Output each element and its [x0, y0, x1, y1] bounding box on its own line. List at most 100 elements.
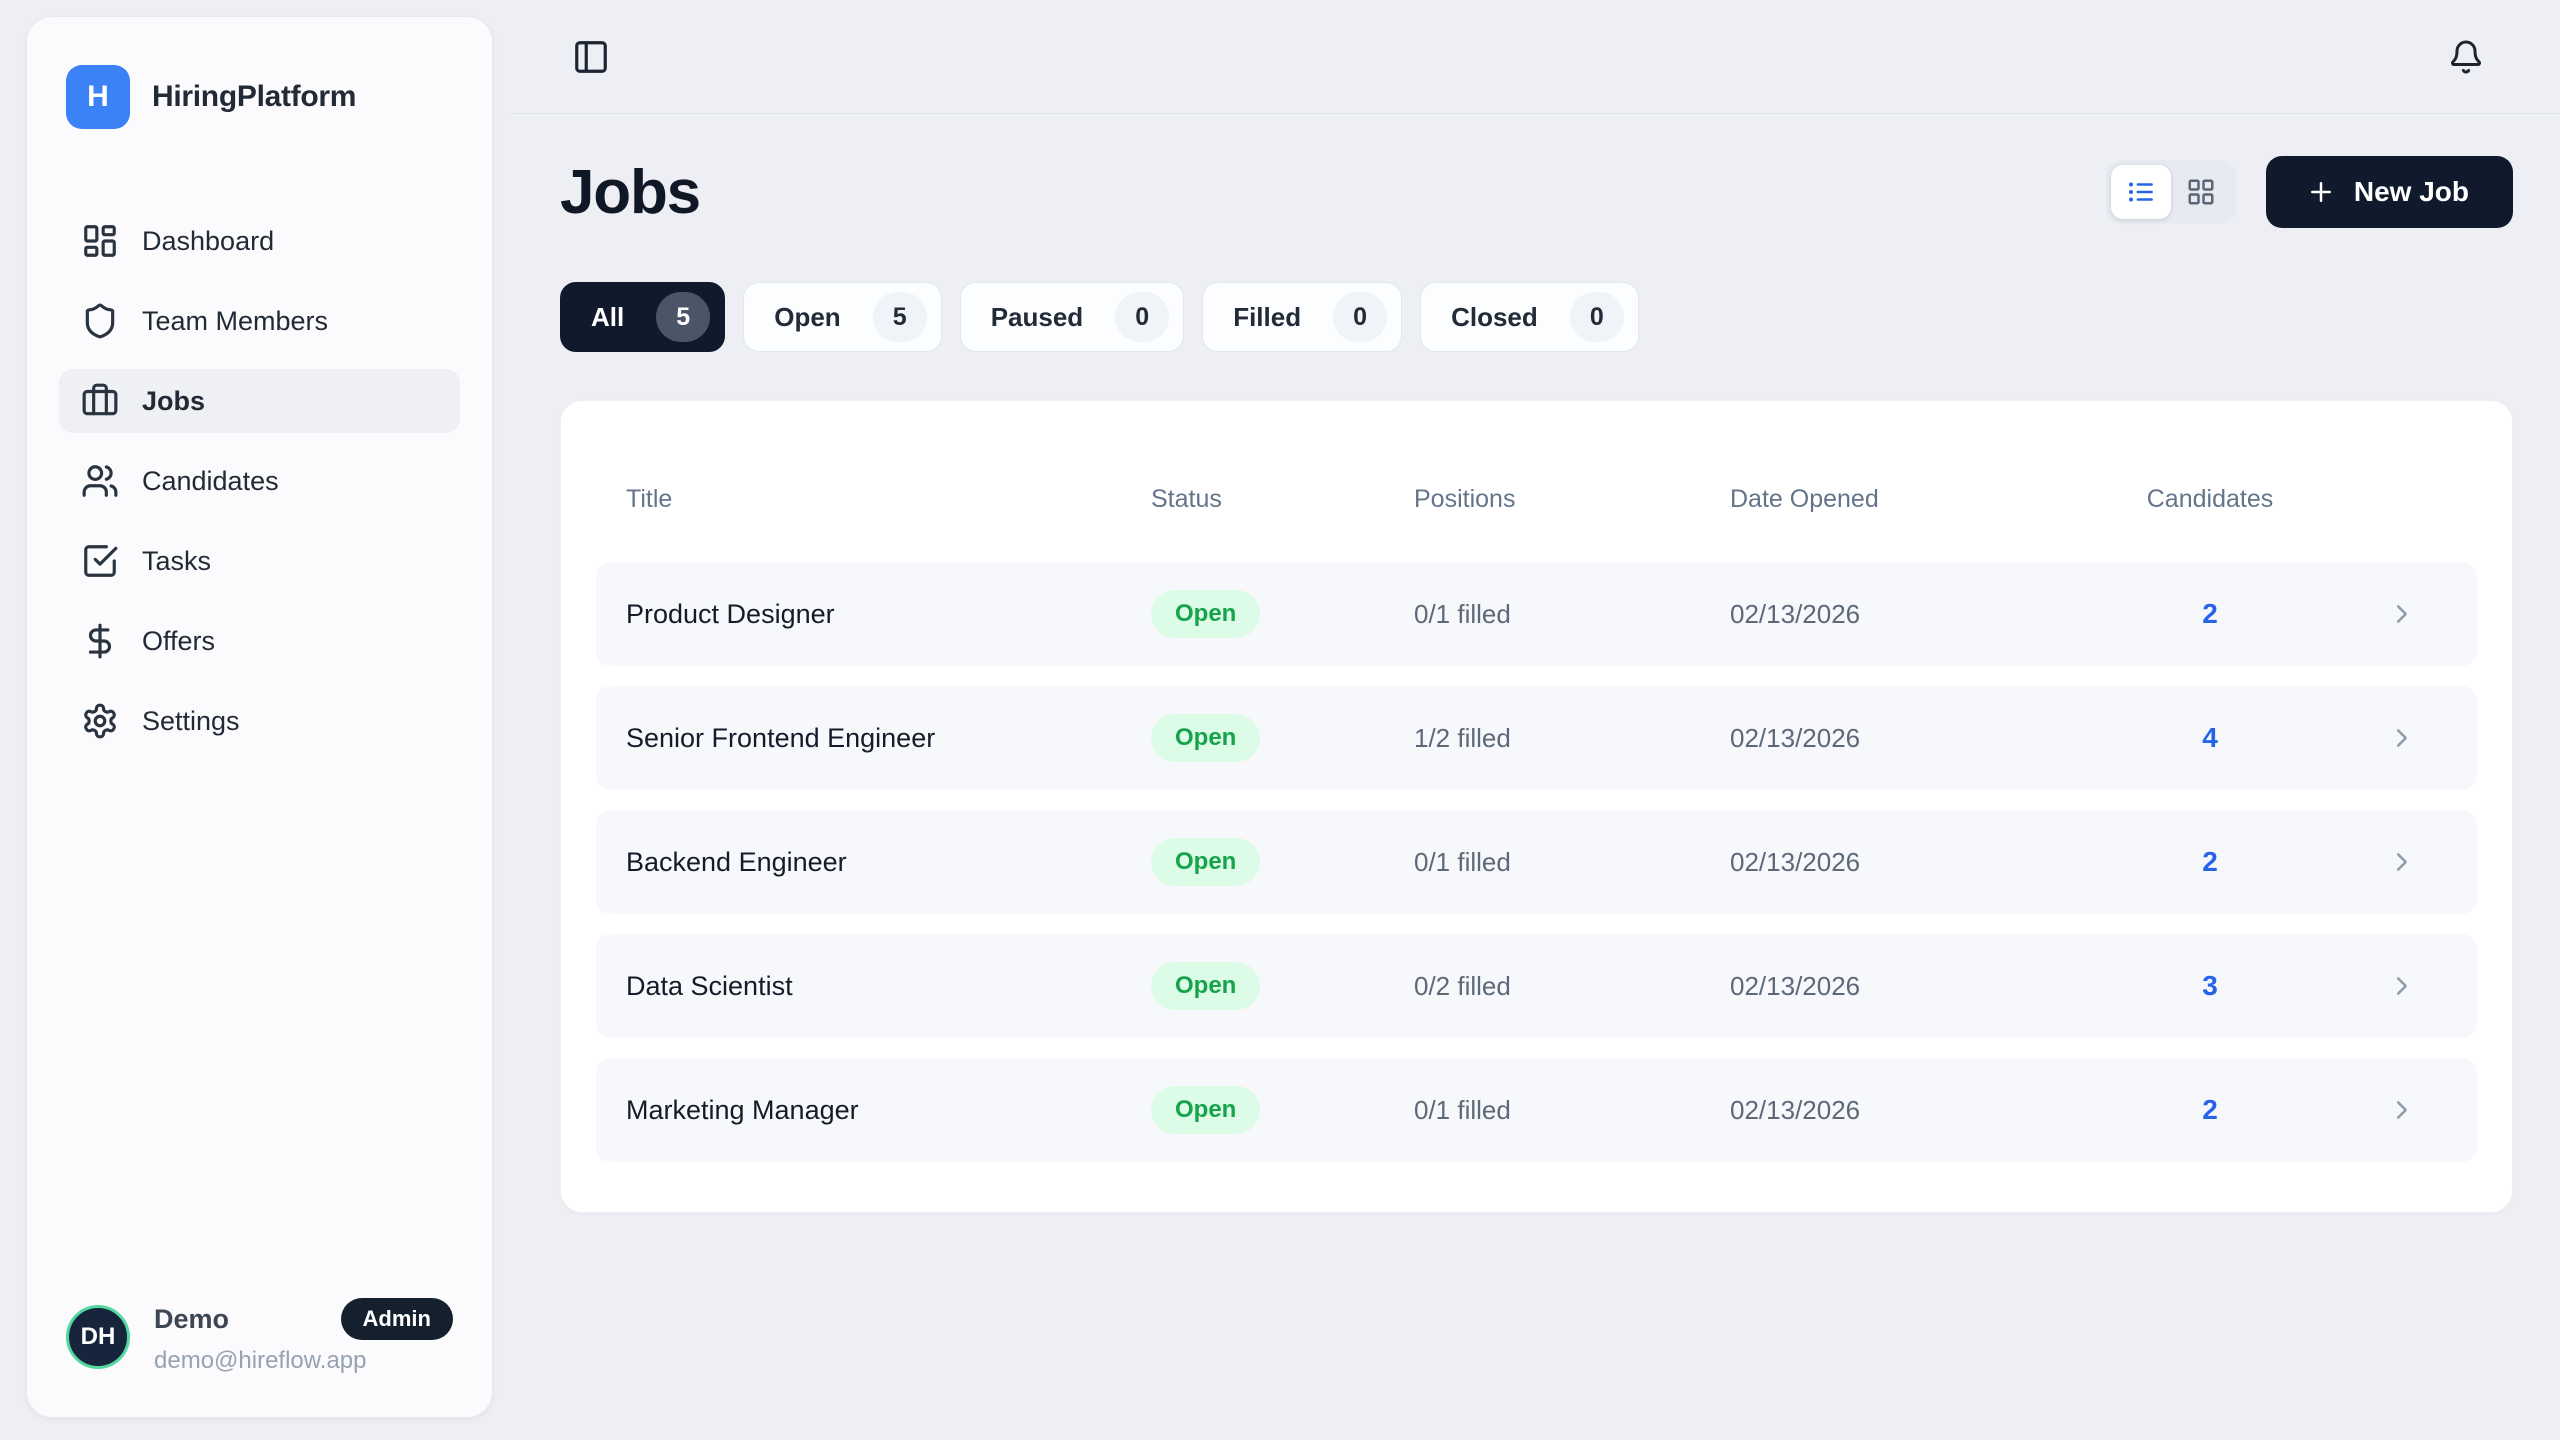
dashboard-icon [81, 222, 119, 260]
filter-tab-count: 0 [1115, 292, 1170, 342]
plus-icon [2306, 177, 2336, 207]
job-positions: 0/1 filled [1414, 846, 1511, 877]
sidebar-nav: Dashboard Team Members Jobs Candidates T… [27, 209, 492, 1298]
filter-tab-label: Filled [1233, 301, 1302, 332]
job-date-opened: 02/13/2026 [1730, 598, 1861, 629]
job-status-cell: Open [1151, 1086, 1414, 1134]
column-header-title: Title [626, 485, 673, 513]
job-candidates-count[interactable]: 3 [2202, 970, 2218, 1001]
sidebar-item-settings[interactable]: Settings [59, 689, 460, 753]
sidebar-toggle-button[interactable] [569, 35, 613, 79]
briefcase-icon [81, 382, 119, 420]
list-view-button[interactable] [2110, 165, 2171, 219]
job-row-backend-engineer[interactable]: Backend Engineer Open 0/1 filled 02/13/2… [596, 810, 2477, 914]
dollar-icon [81, 622, 119, 660]
sidebar-item-label: Candidates [142, 465, 279, 496]
table-header-row: Title Status Positions Date Opened Candidate… [596, 401, 2477, 562]
job-title: Backend Engineer [626, 846, 847, 877]
topbar [511, 0, 2560, 114]
sidebar-item-dashboard[interactable]: Dashboard [59, 209, 460, 273]
sidebar-item-label: Tasks [142, 545, 212, 576]
job-row-marketing-manager[interactable]: Marketing Manager Open 0/1 filled 02/13/… [596, 1058, 2477, 1162]
chevron-right-icon[interactable] [2310, 723, 2417, 753]
filter-tab-label: All [591, 301, 625, 332]
filter-tab-filled[interactable]: Filled 0 [1202, 282, 1403, 352]
sidebar-item-label: Settings [142, 705, 240, 736]
list-icon [2126, 177, 2156, 207]
chevron-right-icon[interactable] [2310, 599, 2417, 629]
status-badge: Open [1151, 1086, 1261, 1134]
page-content: Jobs New Job All 5 Open 5 [511, 156, 2560, 1213]
filter-tab-count: 5 [872, 292, 927, 342]
main-area: Jobs New Job All 5 Open 5 [511, 0, 2560, 1440]
filter-tab-open[interactable]: Open 5 [743, 282, 942, 352]
panel-left-icon [572, 38, 610, 76]
job-date-opened: 02/13/2026 [1730, 846, 1861, 877]
job-row-product-designer[interactable]: Product Designer Open 0/1 filled 02/13/2… [596, 562, 2477, 666]
filter-tab-label: Open [774, 301, 841, 332]
job-positions: 1/2 filled [1414, 722, 1511, 753]
grid-view-button[interactable] [2171, 165, 2231, 219]
filter-tab-closed[interactable]: Closed 0 [1420, 282, 1639, 352]
brand-logo-letter: H [87, 80, 109, 113]
chevron-right-icon[interactable] [2310, 1095, 2417, 1125]
filter-tab-all[interactable]: All 5 [560, 282, 726, 352]
column-header-status: Status [1151, 485, 1222, 513]
sidebar-item-offers[interactable]: Offers [59, 609, 460, 673]
shield-icon [81, 302, 119, 340]
column-header-positions: Positions [1414, 485, 1516, 513]
chevron-right-icon[interactable] [2310, 847, 2417, 877]
new-job-label: New Job [2353, 176, 2469, 207]
jobs-table-card: Title Status Positions Date Opened Candidate… [560, 400, 2513, 1213]
job-candidates-count[interactable]: 4 [2202, 722, 2218, 753]
status-badge: Open [1151, 714, 1261, 762]
sidebar-item-candidates[interactable]: Candidates [59, 449, 460, 513]
notifications-button[interactable] [2444, 35, 2488, 79]
avatar-initials: DH [80, 1322, 116, 1350]
job-candidates-count[interactable]: 2 [2202, 846, 2218, 877]
header-actions: New Job [2105, 156, 2513, 228]
filter-tab-paused[interactable]: Paused 0 [959, 282, 1185, 352]
brand-name: HiringPlatform [152, 80, 357, 113]
job-status-cell: Open [1151, 714, 1414, 762]
chevron-right-icon[interactable] [2310, 971, 2417, 1001]
status-badge: Open [1151, 962, 1261, 1010]
brand: H HiringPlatform [27, 17, 492, 129]
job-row-data-scientist[interactable]: Data Scientist Open 0/2 filled 02/13/202… [596, 934, 2477, 1038]
page-title: Jobs [560, 157, 701, 227]
job-date-opened: 02/13/2026 [1730, 722, 1861, 753]
job-candidates-count[interactable]: 2 [2202, 1094, 2218, 1125]
users-icon [81, 462, 119, 500]
user-card[interactable]: DH Demo Admin demo@hireflow.app [27, 1298, 492, 1417]
job-candidates-count[interactable]: 2 [2202, 598, 2218, 629]
job-title: Senior Frontend Engineer [626, 722, 936, 753]
job-title: Marketing Manager [626, 1094, 859, 1125]
job-row-senior-frontend-engineer[interactable]: Senior Frontend Engineer Open 1/2 filled… [596, 686, 2477, 790]
filter-tab-label: Paused [990, 301, 1084, 332]
filter-tab-count: 0 [1569, 292, 1624, 342]
bell-icon [2448, 39, 2484, 75]
job-status-cell: Open [1151, 838, 1414, 886]
sidebar-item-team-members[interactable]: Team Members [59, 289, 460, 353]
sidebar: H HiringPlatform Dashboard Team Members … [26, 16, 493, 1418]
filter-tab-label: Closed [1451, 301, 1538, 332]
job-status-cell: Open [1151, 590, 1414, 638]
filter-tab-count: 0 [1333, 292, 1388, 342]
status-badge: Open [1151, 590, 1261, 638]
new-job-button[interactable]: New Job [2265, 156, 2513, 228]
sidebar-item-label: Dashboard [142, 225, 275, 256]
sidebar-item-tasks[interactable]: Tasks [59, 529, 460, 593]
brand-logo: H [66, 65, 130, 129]
user-meta: Demo Admin demo@hireflow.app [154, 1298, 453, 1375]
user-top-row: Demo Admin [154, 1298, 453, 1340]
status-badge: Open [1151, 838, 1261, 886]
page-header: Jobs New Job [560, 156, 2513, 228]
sidebar-item-jobs[interactable]: Jobs [59, 369, 460, 433]
job-title: Product Designer [626, 598, 835, 629]
settings-icon [81, 702, 119, 740]
avatar: DH [66, 1304, 130, 1369]
user-email: demo@hireflow.app [154, 1347, 367, 1374]
job-positions: 0/1 filled [1414, 1094, 1511, 1125]
tasks-icon [81, 542, 119, 580]
job-positions: 0/1 filled [1414, 598, 1511, 629]
